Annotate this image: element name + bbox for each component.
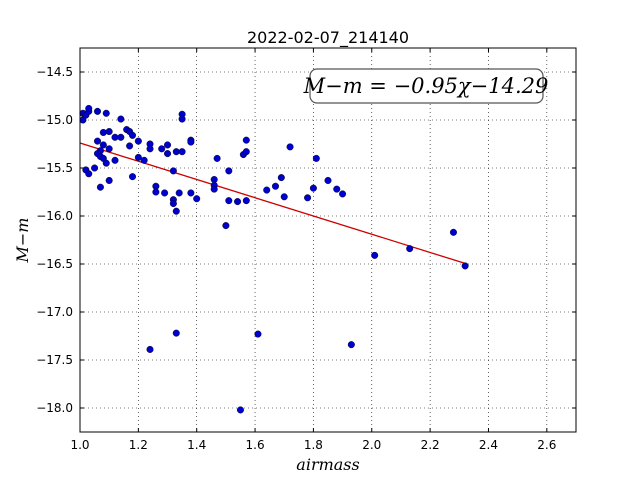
data-point	[105, 145, 113, 153]
y-axis-label: M−m	[13, 218, 32, 264]
data-point	[172, 329, 180, 337]
data-point	[178, 115, 186, 123]
data-point	[280, 193, 288, 201]
data-point	[449, 228, 457, 236]
x-tick-label: 1.4	[187, 438, 206, 452]
data-point	[178, 148, 186, 156]
data-point	[117, 133, 125, 141]
data-points	[79, 104, 469, 414]
data-point	[99, 128, 107, 136]
data-point	[254, 330, 262, 338]
data-point	[304, 194, 312, 202]
data-point	[94, 107, 102, 115]
data-point	[85, 170, 93, 178]
data-point	[172, 148, 180, 156]
data-point	[126, 142, 134, 150]
x-tick-label: 1.0	[70, 438, 89, 452]
data-point	[193, 195, 201, 203]
data-point	[324, 176, 332, 184]
data-point	[277, 174, 285, 182]
data-point	[242, 148, 250, 156]
data-point	[271, 182, 279, 190]
y-tick-label: −16.0	[36, 209, 73, 223]
data-point	[164, 150, 172, 158]
data-point	[461, 262, 469, 270]
data-point	[161, 189, 169, 197]
data-point	[146, 145, 154, 153]
data-point	[129, 173, 137, 181]
chart-title: 2022-02-07_214140	[247, 28, 409, 48]
data-point	[406, 245, 414, 253]
data-point	[158, 145, 166, 153]
data-point	[146, 345, 154, 353]
data-point	[234, 198, 242, 206]
data-point	[242, 136, 250, 144]
data-point	[94, 137, 102, 145]
data-point	[99, 141, 107, 149]
y-tick-label: −17.0	[36, 305, 73, 319]
annotation-box: M−m = −0.95χ−14.29	[303, 68, 549, 104]
data-point	[91, 164, 99, 172]
x-tick-label: 2.0	[362, 438, 381, 452]
data-point	[117, 115, 125, 123]
x-tick-label: 1.2	[129, 438, 148, 452]
y-tick-label: −16.5	[36, 257, 73, 271]
data-point	[286, 143, 294, 151]
data-point	[111, 133, 119, 141]
y-tick-label: −18.0	[36, 401, 73, 415]
data-point	[172, 207, 180, 215]
x-tick-label: 1.6	[246, 438, 265, 452]
x-ticks: 1.0 1.2 1.4 1.6 1.8 2.0 2.2 2.4 2.6	[70, 48, 556, 452]
data-point	[236, 406, 244, 414]
data-point	[164, 141, 172, 149]
data-point	[225, 167, 233, 175]
x-tick-label: 2.2	[421, 438, 440, 452]
data-point	[79, 116, 87, 124]
plot-frame	[79, 47, 577, 433]
data-point	[333, 185, 341, 193]
data-point	[169, 167, 177, 175]
x-tick-label: 1.8	[304, 438, 323, 452]
x-tick-label: 2.6	[537, 438, 556, 452]
data-point	[187, 138, 195, 146]
data-point	[309, 184, 317, 192]
data-point	[96, 183, 104, 191]
data-point	[152, 188, 160, 196]
data-point	[347, 341, 355, 349]
y-tick-label: −14.5	[36, 65, 73, 79]
data-point	[111, 156, 119, 164]
y-tick-label: −15.0	[36, 113, 73, 127]
data-point	[129, 131, 137, 139]
data-point	[140, 156, 148, 164]
data-point	[371, 251, 379, 259]
data-point	[242, 197, 250, 205]
data-point	[134, 153, 142, 161]
data-point	[263, 186, 271, 194]
fit-equation: M−m = −0.95χ−14.29	[303, 74, 549, 98]
data-point	[339, 190, 347, 198]
y-tick-label: −15.5	[36, 161, 73, 175]
data-point	[210, 185, 218, 193]
y-tick-label: −17.5	[36, 353, 73, 367]
data-point	[102, 159, 110, 167]
x-tick-label: 2.4	[479, 438, 498, 452]
data-point	[213, 154, 221, 162]
x-axis-label: airmass	[296, 455, 359, 474]
data-point	[134, 137, 142, 145]
data-point	[105, 176, 113, 184]
y-ticks: −14.5 −15.0 −15.5 −16.0 −16.5 −17.0 −17.5 −18.0	[36, 65, 576, 415]
plot-area	[80, 48, 576, 432]
data-point	[312, 154, 320, 162]
data-point	[169, 200, 177, 208]
annotation-frame	[309, 68, 544, 104]
data-point	[222, 222, 230, 230]
data-point	[225, 197, 233, 205]
data-point	[85, 104, 93, 112]
data-point	[175, 189, 183, 197]
data-point	[187, 189, 195, 197]
data-point	[105, 128, 113, 136]
data-point	[102, 109, 110, 117]
